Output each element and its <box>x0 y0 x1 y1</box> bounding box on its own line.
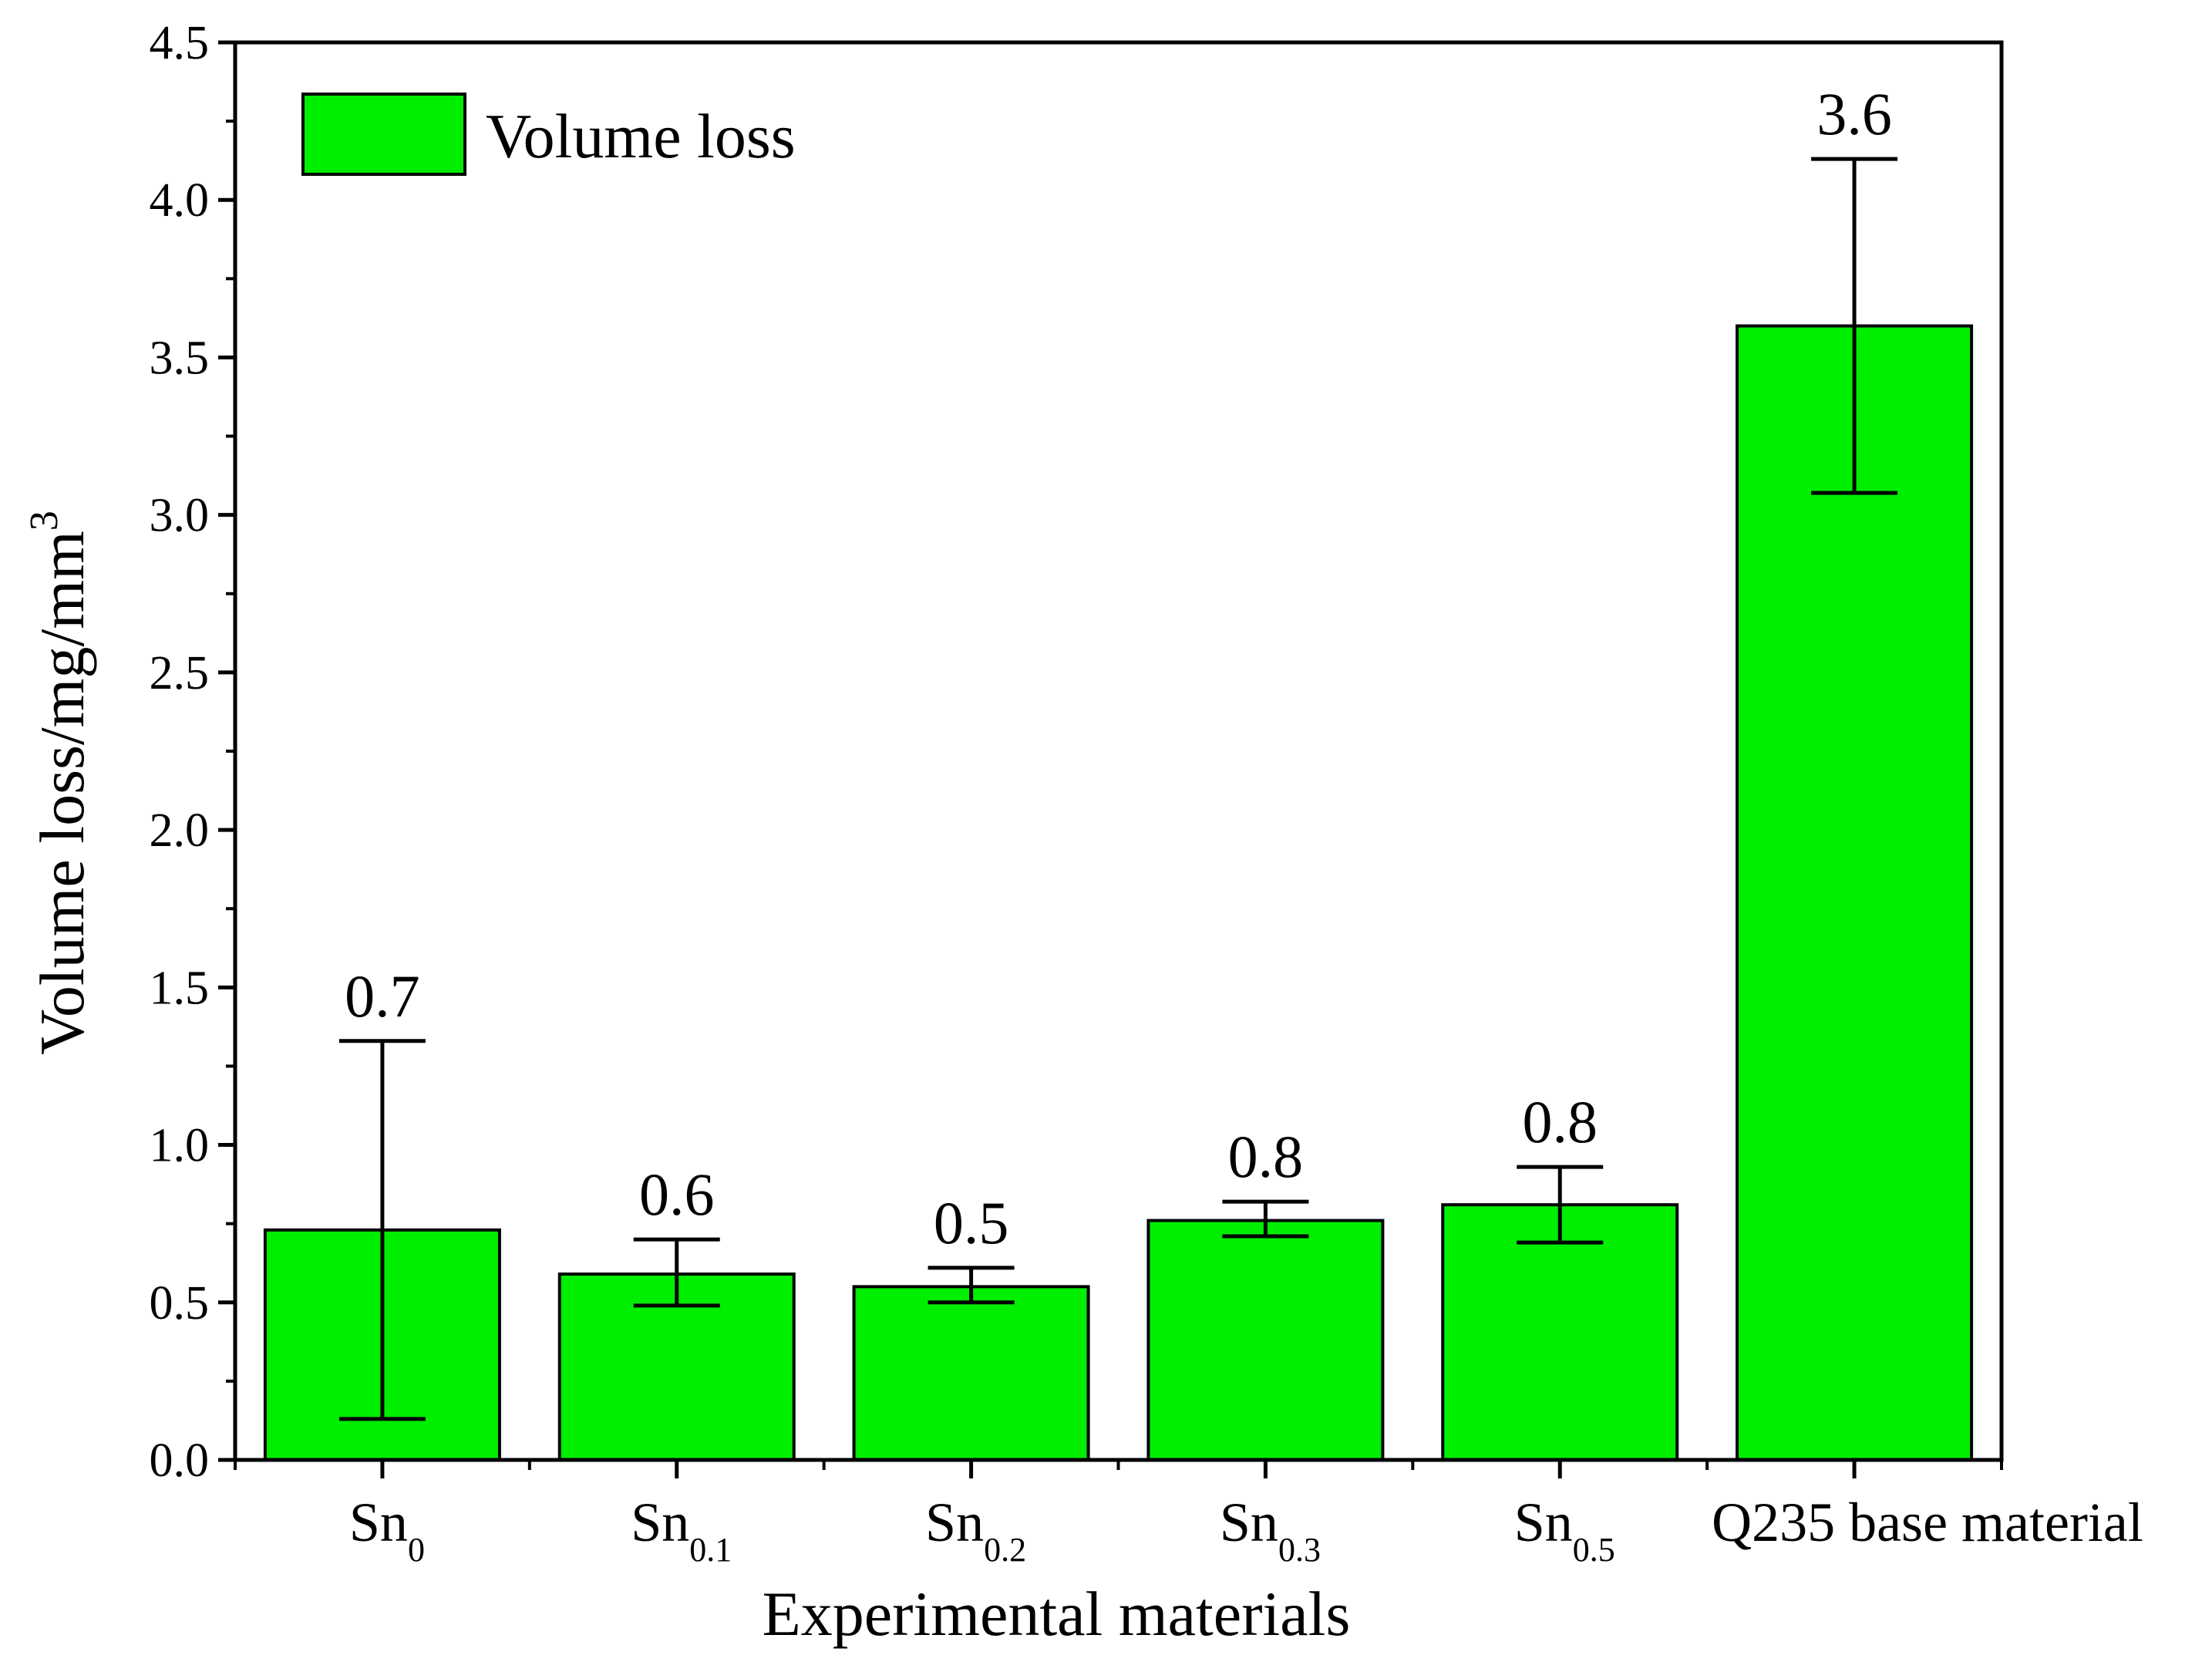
y-axis-title-superscript: 3 <box>22 511 66 531</box>
data-label-5: 3.6 <box>1816 80 1892 147</box>
x-tick-label-base-5: Q235 base material <box>1712 1492 2143 1553</box>
y-tick-label-1: 0.5 <box>150 1277 210 1330</box>
y-tick-label-2: 1.0 <box>150 1120 210 1172</box>
legend-label: Volume loss <box>486 101 796 171</box>
x-tick-label-4: Sn0.5 <box>1514 1492 1615 1569</box>
data-label-1: 0.6 <box>639 1161 715 1228</box>
x-tick-label-2: Sn0.2 <box>925 1492 1026 1569</box>
axes-layer <box>218 40 2004 1478</box>
data-label-0: 0.7 <box>345 962 420 1030</box>
y-tick-label-3: 1.5 <box>150 962 210 1014</box>
data-label-3: 0.8 <box>1228 1123 1304 1190</box>
legend: Volume loss <box>301 93 796 176</box>
bar-2 <box>852 1285 1090 1462</box>
x-tick-label-base-2: Sn <box>925 1492 984 1553</box>
y-tick-label-7: 3.5 <box>150 332 210 384</box>
x-tick-label-base-4: Sn <box>1514 1492 1573 1553</box>
y-tick-label-4: 2.0 <box>150 804 210 857</box>
x-tick-label-0: Sn0 <box>349 1492 425 1569</box>
x-tick-label-subscript-4: 0.5 <box>1573 1531 1615 1569</box>
x-tick-label-subscript-3: 0.3 <box>1278 1531 1321 1569</box>
data-label-4: 0.8 <box>1523 1088 1598 1155</box>
bar-3 <box>1146 1219 1385 1462</box>
y-axis-title-text: Volume loss/mg/mm <box>27 531 97 1055</box>
x-tick-label-base-0: Sn <box>349 1492 408 1553</box>
bar-5 <box>1736 324 1974 1462</box>
y-tick-label-5: 2.5 <box>150 647 210 699</box>
error-bars-layer <box>338 157 1898 1421</box>
x-tick-label-5: Q235 base material <box>1712 1492 2143 1553</box>
x-tick-label-subscript-2: 0.2 <box>984 1531 1026 1569</box>
data-label-2: 0.5 <box>934 1189 1009 1256</box>
x-tick-label-base-3: Sn <box>1220 1492 1278 1553</box>
x-tick-label-base-1: Sn <box>631 1492 689 1553</box>
x-tick-label-subscript-0: 0 <box>408 1531 425 1569</box>
y-tick-label-8: 4.0 <box>150 174 210 227</box>
y-tick-label-6: 3.0 <box>150 490 210 542</box>
x-axis-title: Experimental materials <box>763 1579 1351 1649</box>
x-tick-label-1: Sn0.1 <box>631 1492 732 1569</box>
legend-swatch <box>301 93 466 176</box>
x-tick-label-subscript-1: 0.1 <box>689 1531 732 1569</box>
y-axis-title: Volume loss/mg/mm3 <box>22 511 97 1055</box>
x-tick-label-3: Sn0.3 <box>1220 1492 1321 1569</box>
bars-layer <box>263 324 1974 1462</box>
y-tick-label-0: 0.0 <box>150 1434 210 1487</box>
y-tick-label-9: 4.5 <box>150 17 210 69</box>
